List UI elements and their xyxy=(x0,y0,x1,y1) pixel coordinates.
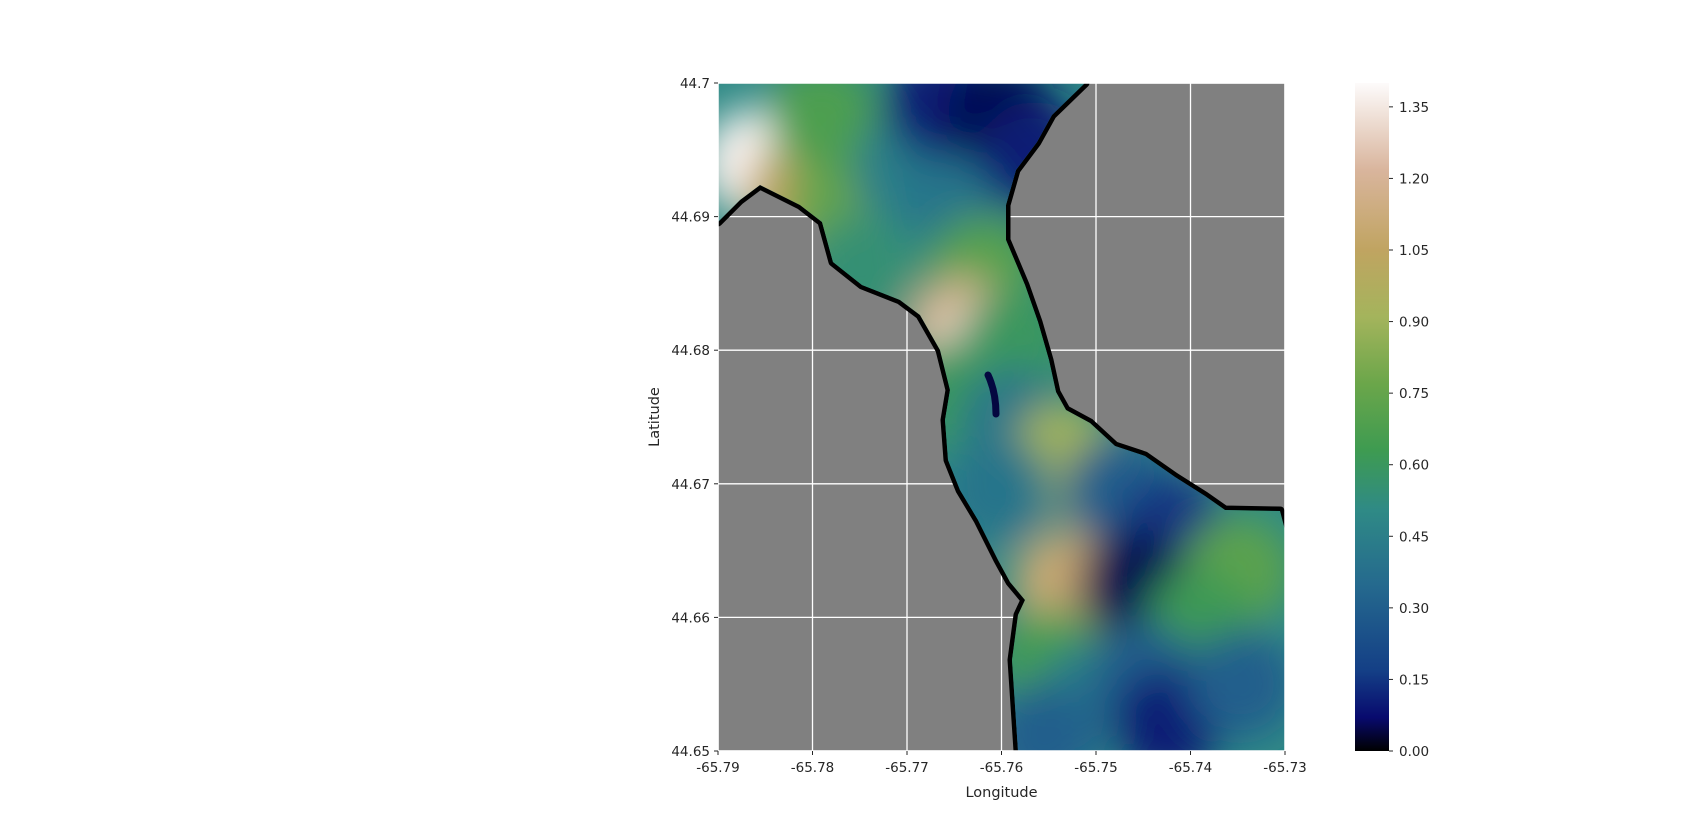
colorbar-tick-label: 1.05 xyxy=(1399,243,1429,259)
colorbar-ticks: 0.00 0.15 0.30 0.45 0.60 0.75 0.90 1.05 1.20 1.35 xyxy=(1389,100,1429,760)
field-sample xyxy=(989,682,1100,751)
y-axis-label: Latitude xyxy=(647,387,663,447)
y-tick-label: 44.68 xyxy=(671,343,710,359)
y-tick-label: 44.66 xyxy=(671,610,710,626)
x-tick-label: -65.75 xyxy=(1074,760,1118,776)
colorbar-tick-label: 1.20 xyxy=(1399,171,1429,187)
colorbar-tick-label: 1.35 xyxy=(1399,100,1429,116)
island xyxy=(984,371,1000,418)
x-tick-label: -65.73 xyxy=(1263,760,1307,776)
x-axis-label: Longitude xyxy=(965,785,1037,801)
x-tick-label: -65.78 xyxy=(791,760,835,776)
x-ticks: -65.79 -65.78 -65.77 -65.76 -65.75 -65.74 -65.… xyxy=(696,751,1307,776)
x-tick-label: -65.77 xyxy=(885,760,929,776)
y-tick-label: 44.7 xyxy=(680,76,710,92)
x-tick-label: -65.76 xyxy=(980,760,1024,776)
x-tick-label: -65.79 xyxy=(696,760,740,776)
y-tick-label: 44.65 xyxy=(671,744,710,760)
y-tick-label: 44.69 xyxy=(671,210,710,226)
colorbar-tick-label: 0.60 xyxy=(1399,458,1429,474)
field-sample xyxy=(766,83,877,172)
colorbar-tick-label: 0.90 xyxy=(1399,315,1429,331)
y-tick-label: 44.67 xyxy=(671,477,710,493)
colorbar-tick-label: 0.15 xyxy=(1399,672,1429,688)
colorbar-tick-label: 0.30 xyxy=(1399,601,1429,617)
colorbar: 0.00 0.15 0.30 0.45 0.60 0.75 0.90 1.05 1.20 1.35 xyxy=(1355,83,1429,760)
plot-area: -65.79 -65.78 -65.77 -65.76 -65.75 -65.74 -65.… xyxy=(647,76,1307,801)
colorbar-tick-label: 0.45 xyxy=(1399,529,1429,545)
y-ticks: 44.7 44.69 44.68 44.67 44.66 44.65 xyxy=(671,76,718,760)
x-tick-label: -65.74 xyxy=(1169,760,1213,776)
colorbar-tick-label: 0.75 xyxy=(1399,386,1429,402)
field-sample xyxy=(1187,629,1285,740)
colorbar-gradient xyxy=(1355,83,1389,751)
colorbar-tick-label: 0.00 xyxy=(1399,744,1429,760)
